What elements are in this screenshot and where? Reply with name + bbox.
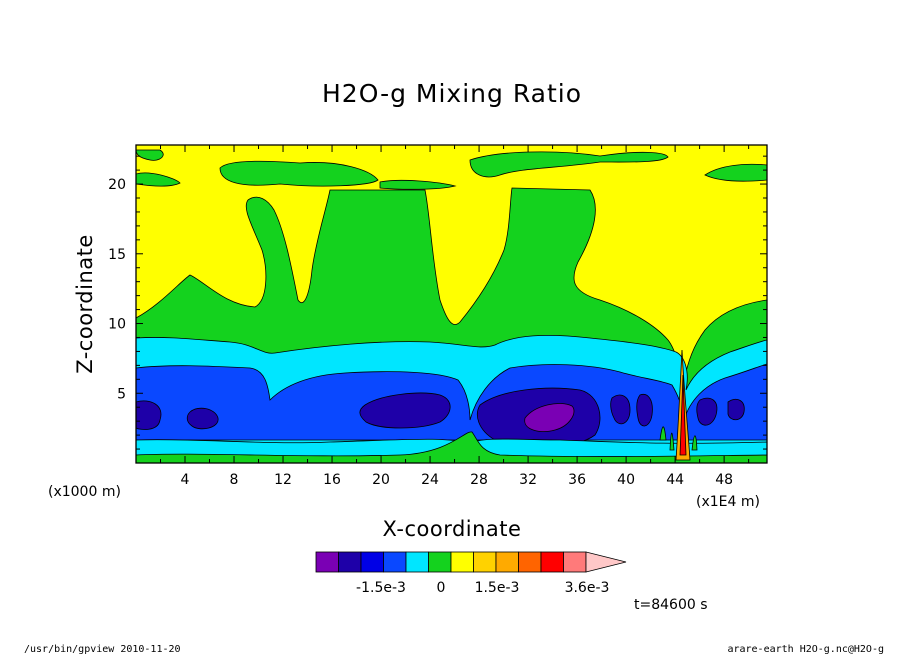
region-navy-8 [727,398,745,421]
colorbar-tick-label: 1.5e-3 [475,580,520,596]
plot-frame [135,144,768,464]
x-unit-left: (x1000 m) [48,484,121,500]
region-green-upper-4 [136,149,164,161]
x-tick-label: 4 [181,472,190,488]
region-green-upper-6 [379,179,457,190]
colorbar-swatch [518,551,542,573]
y-axis-label: Z-coordinate [73,234,97,374]
colorbar-swatch [428,551,452,573]
region-green-upper-5 [136,172,181,187]
chart-title: H2O-g Mixing Ratio [322,79,582,108]
region-green-upper-1 [219,160,379,187]
x-tick-label: 32 [519,472,537,488]
contour-field [136,145,767,463]
region-navy-6 [636,393,653,427]
region-spike-streaks [659,426,698,451]
colorbar-swatch [360,551,384,573]
colorbar-swatch [563,551,587,573]
colorbar-swatch [495,551,519,573]
y-tick-label: 15 [108,247,126,263]
y-tick-label: 5 [117,386,126,402]
colorbar-swatch [473,551,497,573]
colorbar-swatch [450,551,474,573]
footer-right: arare-earth_H2O-g.nc@H2O-g [727,644,884,654]
x-axis-label: X-coordinate [383,517,522,541]
colorbar-tick-label: -1.5e-3 [356,580,406,596]
x-tick-label: 20 [372,472,390,488]
colorbar-swatch [405,551,429,573]
x-tick-label: 28 [470,472,488,488]
region-navy-1 [136,400,162,430]
colorbar-swatch [540,551,564,573]
region-green-upper-3 [704,163,767,182]
region-navy-2 [186,407,219,430]
y-tick-label: 20 [108,177,126,193]
x-tick-label: 12 [274,472,292,488]
region-navy-7 [696,397,718,426]
colorbar-tick-label: 0 [437,580,446,596]
region-navy-3 [359,392,451,429]
x-tick-label: 36 [568,472,586,488]
time-label: t=84600 s [634,597,708,613]
colorbar-swatch [338,551,362,573]
x-tick-label: 48 [715,472,733,488]
y-tick-label: 10 [108,317,126,333]
y-axis: 5 10 15 20 [108,155,767,450]
x-tick-label: 8 [230,472,239,488]
x-tick-label: 44 [666,472,684,488]
colorbar [315,551,627,573]
colorbar-swatch [383,551,407,573]
colorbar-arrow [585,551,627,573]
region-green-bottom [136,431,767,463]
x-tick-label: 24 [421,472,439,488]
region-blue [136,363,767,441]
region-spike-inner [679,374,687,456]
footer-left: /usr/bin/gpview 2010-11-20 [24,644,181,654]
region-purple [524,403,575,432]
region-green-upper-2 [469,151,669,178]
x-unit-right: (x1E4 m) [696,494,760,510]
colorbar-ticks: -1.5e-3 0 1.5e-3 3.6e-3 [356,580,609,596]
colorbar-swatch [315,551,339,573]
x-axis: 4 8 12 16 20 24 28 32 36 40 44 48 [160,145,750,488]
x-tick-label: 40 [617,472,635,488]
region-navy-5 [610,394,631,425]
x-tick-label: 16 [323,472,341,488]
colorbar-tick-label: 3.6e-3 [565,580,610,596]
